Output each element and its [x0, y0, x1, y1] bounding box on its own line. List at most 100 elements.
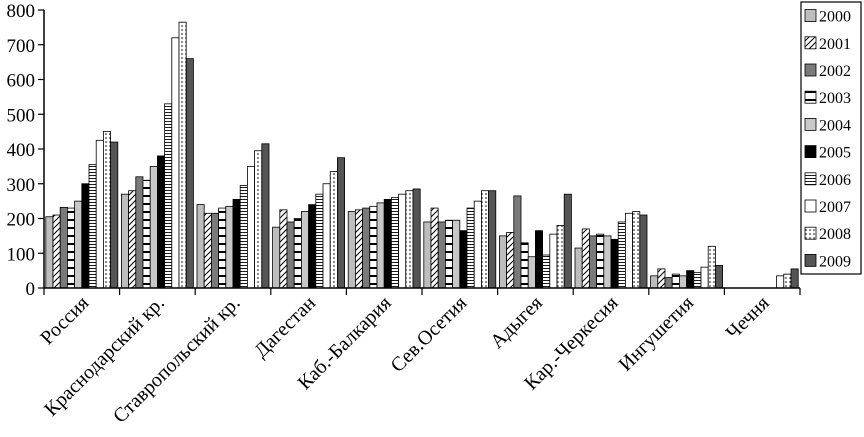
bar-2006-7	[617, 221, 626, 289]
bar-2005-4	[383, 198, 392, 289]
y-tick-label: 600	[7, 71, 36, 92]
bar-2009-6	[563, 193, 572, 289]
bars	[45, 21, 799, 289]
legend-label: 2007	[819, 199, 851, 216]
legend-swatch	[804, 9, 817, 23]
x-category-label: Сев.Осетия	[386, 292, 471, 377]
bar-2008-2	[254, 150, 263, 289]
bar-2000-7	[574, 247, 583, 289]
bar-2006-8	[693, 271, 702, 289]
bar-2008-1	[178, 21, 187, 289]
legend-label: 2005	[819, 145, 851, 162]
y-axis: 0 100 200 300 400 500 600 700 800	[7, 1, 45, 300]
bar-2007-5	[473, 200, 482, 289]
bar-2006-5	[466, 207, 475, 289]
bar-2008-6	[556, 225, 565, 289]
bar-2007-3	[322, 183, 331, 289]
bar-2003-0	[67, 207, 76, 289]
bar-2000-4	[347, 211, 356, 289]
bar-2003-7	[596, 233, 605, 289]
y-tick-label: 700	[7, 36, 36, 57]
bar-2001-6	[506, 231, 515, 289]
bar-2001-8	[657, 268, 666, 289]
bar-2008-9	[783, 273, 792, 289]
legend-swatch	[804, 118, 817, 131]
bar-2009-5	[488, 190, 497, 289]
legend-swatch	[804, 36, 817, 50]
legend-label: 2002	[819, 63, 851, 80]
bar-2001-1	[128, 190, 137, 289]
bar-2003-5	[444, 219, 453, 289]
bar-2000-0	[45, 216, 54, 289]
legend-swatch	[804, 199, 817, 213]
y-tick-label: 0	[26, 279, 36, 300]
bar-2000-2	[196, 204, 205, 289]
bar-2000-3	[272, 226, 281, 289]
bar-2000-5	[423, 221, 432, 289]
bar-2008-0	[103, 131, 112, 289]
legend-swatch	[804, 226, 817, 240]
bar-2001-4	[354, 209, 363, 289]
bar-2005-1	[156, 155, 165, 289]
bar-2009-4	[412, 188, 421, 289]
bar-2004-0	[74, 200, 83, 289]
bar-2002-4	[362, 207, 371, 289]
bar-2004-3	[300, 211, 309, 289]
bar-2007-0	[95, 139, 104, 289]
legend-label: 2009	[819, 253, 851, 270]
bar-2002-1	[135, 176, 144, 289]
bar-2006-3	[315, 193, 324, 289]
y-tick-label: 200	[7, 210, 36, 231]
y-tick-label: 400	[7, 140, 36, 161]
bar-2004-5	[452, 219, 461, 289]
bar-2004-4	[376, 202, 385, 289]
bar-2004-8	[679, 275, 688, 289]
bar-2002-8	[664, 277, 673, 289]
bar-2009-7	[639, 214, 648, 289]
bar-2003-6	[520, 242, 529, 289]
legend-swatch	[804, 145, 817, 159]
bar-2000-1	[121, 193, 130, 289]
bar-2003-3	[293, 218, 302, 289]
y-tick-label: 300	[7, 175, 36, 196]
bar-2006-4	[390, 197, 399, 289]
bar-2000-8	[650, 275, 659, 289]
bar-2002-6	[513, 195, 522, 289]
bar-2000-6	[498, 235, 507, 289]
legend-swatch	[804, 253, 817, 267]
x-category-label: Ингушетия	[614, 292, 698, 376]
legend-label: 2006	[819, 172, 851, 189]
bar-2004-7	[603, 235, 612, 289]
bar-2006-1	[164, 103, 173, 289]
bar-2009-1	[185, 58, 194, 289]
bar-2001-5	[430, 207, 439, 289]
x-category-label: Чечня	[722, 292, 774, 344]
x-category-label: Дагестан	[250, 292, 320, 362]
bar-2009-9	[790, 268, 799, 289]
x-category-label: Ставропольский кр.	[109, 292, 245, 428]
bar-2007-4	[398, 193, 407, 289]
legend-swatch	[804, 90, 817, 104]
bar-2008-8	[707, 245, 716, 289]
bar-2007-2	[246, 165, 255, 289]
bar-2007-6	[549, 233, 558, 289]
bar-2006-6	[542, 254, 551, 289]
bar-2005-6	[535, 230, 544, 289]
bar-2009-2	[261, 143, 270, 289]
bar-2006-2	[239, 185, 248, 289]
bar-2007-9	[776, 275, 785, 289]
bar-2009-8	[715, 265, 724, 289]
bar-2007-8	[700, 266, 709, 289]
legend-label: 2001	[819, 36, 851, 53]
legend-label: 2000	[819, 9, 851, 26]
bar-2003-4	[369, 205, 378, 289]
y-tick-label: 500	[7, 105, 36, 126]
legend-label: 2003	[819, 90, 851, 107]
bar-2004-1	[149, 165, 158, 289]
bar-2004-2	[225, 205, 234, 289]
bar-2002-3	[286, 221, 295, 289]
bar-2008-4	[405, 190, 414, 289]
bar-2001-7	[581, 228, 590, 289]
